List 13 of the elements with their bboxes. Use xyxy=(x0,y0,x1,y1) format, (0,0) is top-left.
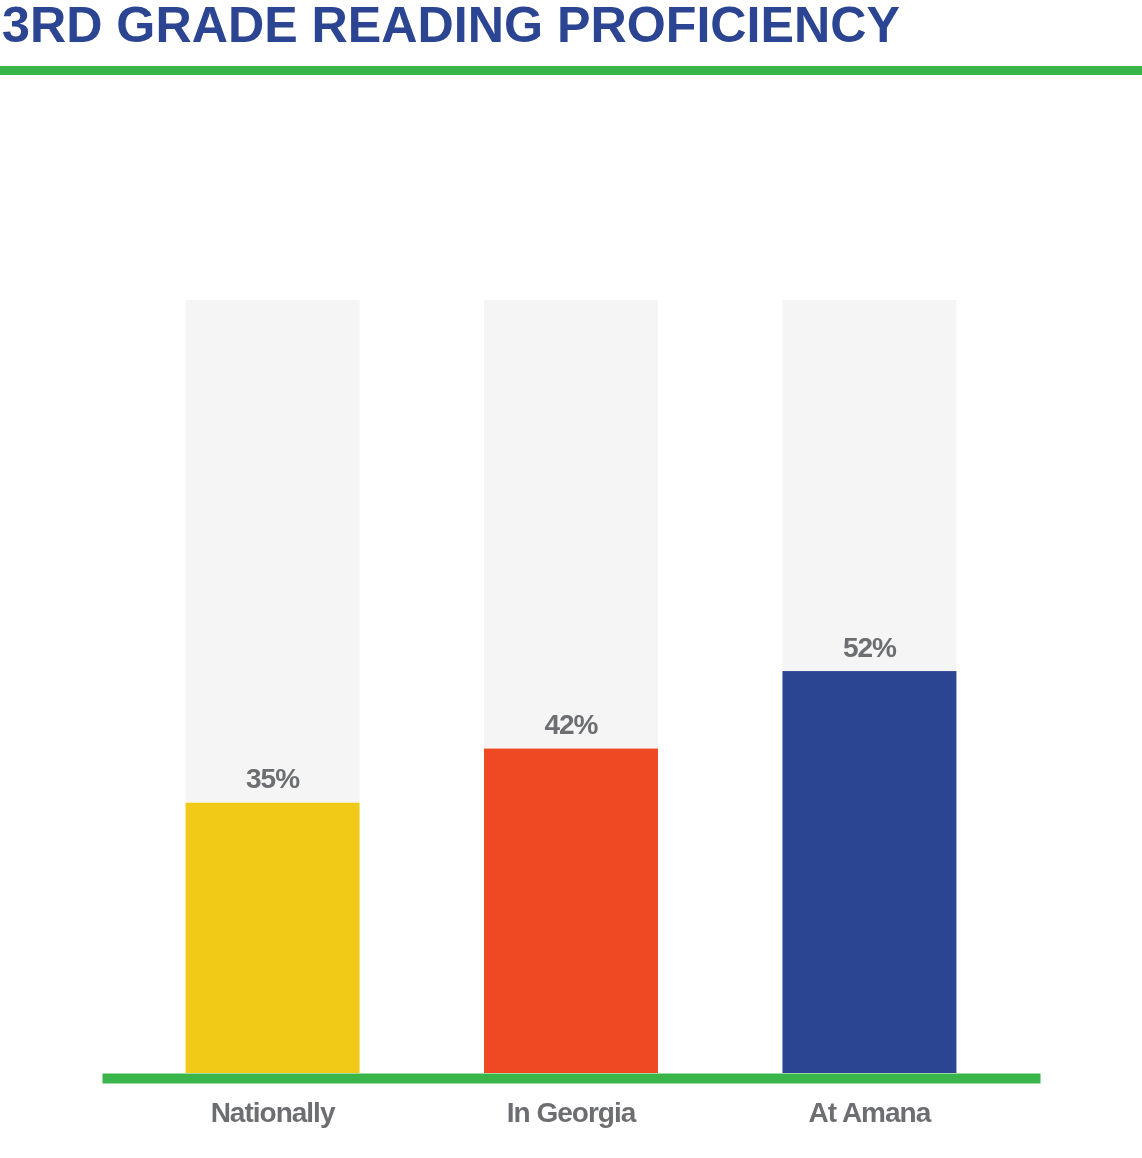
bar xyxy=(185,802,360,1073)
x-tick-label: In Georgia xyxy=(506,1096,637,1128)
bar xyxy=(782,671,957,1073)
data-label: 52% xyxy=(842,632,898,664)
bar xyxy=(484,300,658,749)
bar xyxy=(185,300,360,803)
chart-title: 3RD GRADE READING PROFICIENCY xyxy=(2,0,900,53)
data-label: 42% xyxy=(544,709,599,741)
x-tick-label: Nationally xyxy=(210,1096,336,1128)
bar xyxy=(782,300,957,672)
x-tick-label: At Amana xyxy=(808,1096,932,1128)
bar xyxy=(484,748,658,1073)
data-label: 35% xyxy=(246,763,301,795)
